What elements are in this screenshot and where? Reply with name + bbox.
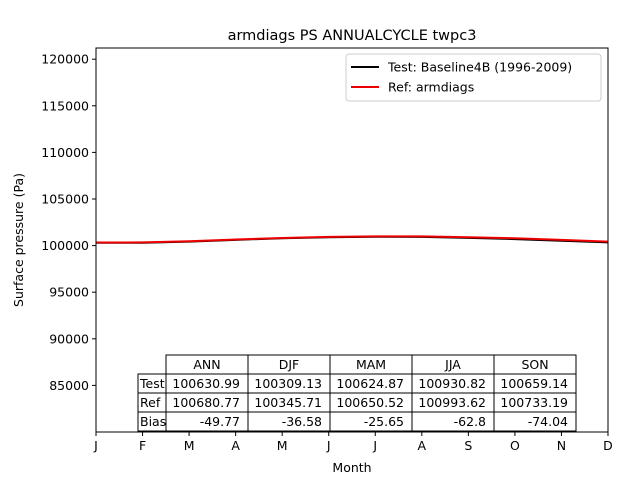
x-tick-label: J bbox=[93, 438, 98, 453]
plot-area: 85000 90000 95000 100000 105000 110000 115000 1… bbox=[41, 47, 613, 453]
x-tick-label: J bbox=[372, 438, 377, 453]
table-cell-value: -25.65 bbox=[364, 414, 404, 429]
legend-entry-0: Test: Baseline4B (1996-2009) bbox=[387, 60, 572, 75]
table-cell-value: 100309.13 bbox=[254, 376, 322, 391]
x-tick-label: A bbox=[418, 438, 427, 453]
table-cell-value: 100630.99 bbox=[172, 376, 240, 391]
legend-entry-1: Ref: armdiags bbox=[388, 80, 474, 95]
y-tick-label: 110000 bbox=[41, 145, 89, 160]
plot-frame bbox=[95, 47, 609, 433]
y-tick-label: 90000 bbox=[49, 331, 89, 346]
x-tick-label: A bbox=[231, 438, 240, 453]
y-axis-label: Surface pressure (Pa) bbox=[11, 173, 26, 307]
table-row-label: Ref bbox=[140, 395, 161, 410]
table-column-header: ANN bbox=[193, 357, 220, 372]
x-tick-label: O bbox=[510, 438, 520, 453]
table-column-header: JJA bbox=[444, 357, 461, 372]
table-cell-value: 100345.71 bbox=[254, 395, 322, 410]
table-cell-value: -62.8 bbox=[454, 414, 486, 429]
y-tick-label: 120000 bbox=[41, 52, 89, 67]
table-cell-value: 100650.52 bbox=[336, 395, 404, 410]
table-column-header: DJF bbox=[279, 357, 300, 372]
y-tick-label: 115000 bbox=[41, 98, 89, 113]
x-tick-label: F bbox=[139, 438, 146, 453]
x-tick-label: N bbox=[557, 438, 566, 453]
series-line-1 bbox=[95, 235, 609, 244]
legend-box bbox=[345, 53, 602, 102]
table-cell bbox=[493, 411, 577, 432]
table-column-header: MAM bbox=[356, 357, 386, 372]
table-cell-value: 100930.82 bbox=[418, 376, 486, 391]
x-tick-label: D bbox=[603, 438, 613, 453]
y-tick-label: 85000 bbox=[49, 378, 89, 393]
x-tick-label: S bbox=[464, 438, 472, 453]
y-tick-label: 105000 bbox=[41, 191, 89, 206]
table-cell-value: 100993.62 bbox=[418, 395, 486, 410]
table-row-label: Bias bbox=[140, 414, 166, 429]
y-tick-label: 95000 bbox=[49, 285, 89, 300]
x-tick-label: M bbox=[184, 438, 195, 453]
table-cell-value: 100659.14 bbox=[500, 376, 568, 391]
table-cell-value: -36.58 bbox=[282, 414, 322, 429]
table-cell-value: -74.04 bbox=[528, 414, 568, 429]
table-column-header: SON bbox=[521, 357, 548, 372]
table-cell-value: -49.77 bbox=[200, 414, 240, 429]
x-axis-label: Month bbox=[332, 460, 371, 475]
table-cell-value: 100680.77 bbox=[172, 395, 240, 410]
x-tick-label: M bbox=[277, 438, 288, 453]
table-row-label: Test bbox=[139, 376, 165, 391]
y-tick-label: 100000 bbox=[41, 238, 89, 253]
chart-title: armdiags PS ANNUALCYCLE twpc3 bbox=[228, 28, 477, 44]
table-cell-value: 100624.87 bbox=[336, 376, 404, 391]
x-tick-label: J bbox=[326, 438, 331, 453]
table-cell-value: 100733.19 bbox=[500, 395, 568, 410]
